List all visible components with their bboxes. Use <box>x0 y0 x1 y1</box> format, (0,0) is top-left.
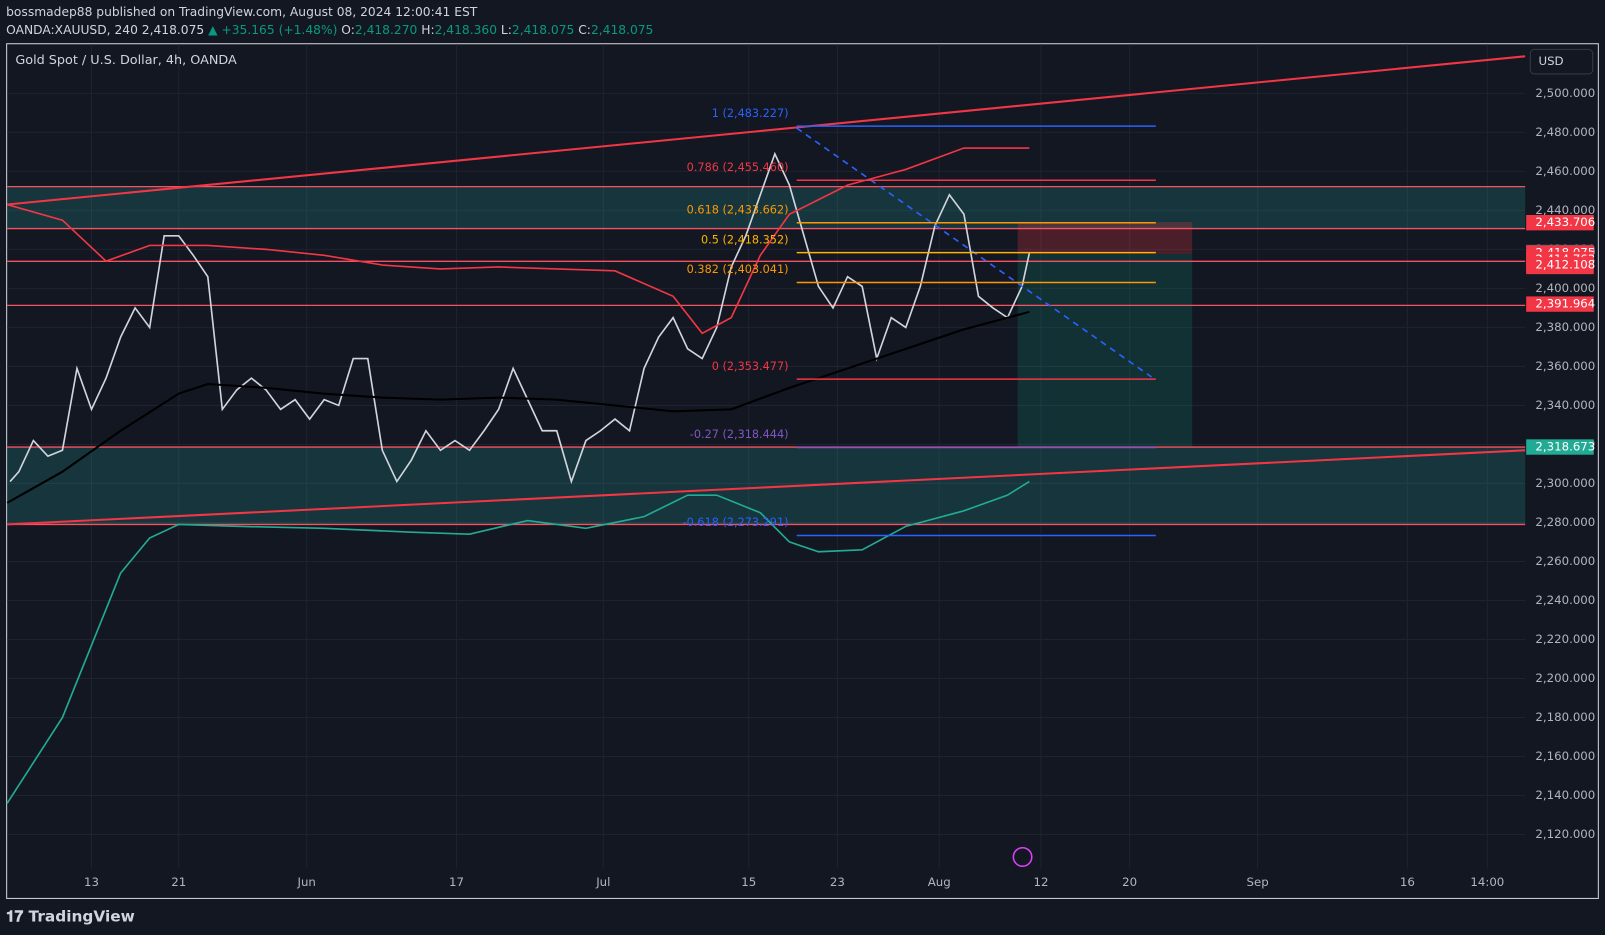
y-tick-label: 2,480.000 <box>1535 125 1595 139</box>
x-tick-label: 13 <box>84 875 99 889</box>
trend-line <box>7 449 1526 526</box>
h: 2,418.360 <box>435 22 497 36</box>
price-tag-label: 2,391.964 <box>1535 297 1595 311</box>
brand: TradingView <box>29 907 135 925</box>
x-tick-label: Aug <box>928 875 951 889</box>
arrow: ▲ <box>208 22 218 36</box>
event-icon[interactable] <box>1012 846 1033 867</box>
c: 2,418.075 <box>591 22 653 36</box>
y-tick-label: 2,120.000 <box>1535 827 1595 841</box>
price-tag <box>1526 439 1594 455</box>
y-tick-label: 2,400.000 <box>1535 281 1595 295</box>
chart-title: Gold Spot / U.S. Dollar, 4h, OANDA <box>15 53 237 68</box>
position-stop <box>1017 222 1193 255</box>
x-tick-label: Jun <box>296 875 315 889</box>
fib-label: 0 (2,353.477) <box>712 360 789 373</box>
y-tick-label: 2,300.000 <box>1535 476 1595 490</box>
fib-label: 0.382 (2,403.041) <box>687 263 789 276</box>
x-tick-label: 23 <box>830 875 845 889</box>
y-tick-label: 2,280.000 <box>1535 515 1595 529</box>
change: +35.165 (+1.48%) <box>221 22 337 36</box>
position-target <box>1017 254 1193 448</box>
fib-label: -0.27 (2,318.444) <box>690 428 789 441</box>
c-label: C: <box>578 22 591 36</box>
chart-frame <box>6 43 1599 899</box>
y-tick-label: 2,160.000 <box>1535 749 1595 763</box>
x-tick-label: 12 <box>1033 875 1048 889</box>
l: 2,418.075 <box>512 22 574 36</box>
series-line <box>6 480 1030 804</box>
y-tick-label: 2,500.000 <box>1535 86 1595 100</box>
x-tick-label: 17 <box>449 875 464 889</box>
logo: 𝟏𝟕 <box>6 907 28 925</box>
ohlc-line: OANDA:XAUUSD, 240 2,418.075 ▲ +35.165 (+… <box>6 22 653 36</box>
fib-label: 0.618 (2,433.662) <box>687 203 789 216</box>
y-tick-label: 2,380.000 <box>1535 320 1595 334</box>
y-tick-label: 2,440.000 <box>1535 203 1595 217</box>
y-tick-label: 2,260.000 <box>1535 554 1595 568</box>
x-tick-label: Jul <box>595 875 610 889</box>
currency-button[interactable] <box>1529 48 1594 75</box>
symbol: OANDA:XAUUSD, 240 <box>6 22 138 36</box>
last: 2,418.075 <box>142 22 204 36</box>
o-label: O: <box>341 22 355 36</box>
x-tick-label: 16 <box>1400 875 1415 889</box>
price-tag-label: 2,318.673 <box>1535 440 1595 454</box>
price-tag <box>1526 257 1594 273</box>
h-label: H: <box>421 22 434 36</box>
footer: 𝟏𝟕 TradingView <box>6 907 135 925</box>
price-tag-label: 2,412.108 <box>1535 257 1595 271</box>
price-tag <box>1526 296 1594 312</box>
x-tick-label: 14:00 <box>1470 875 1504 889</box>
o: 2,418.270 <box>355 22 417 36</box>
fib-label: 0.5 (2,418.352) <box>701 233 789 246</box>
y-tick-label: 2,360.000 <box>1535 359 1595 373</box>
y-tick-label: 2,220.000 <box>1535 632 1595 646</box>
series-line <box>6 310 1030 504</box>
plot: 1 (2,483.227) 0.786 (2,455.460) 0.618 (2,4… <box>6 44 1526 869</box>
zone <box>7 186 1526 229</box>
series-line <box>6 147 1030 335</box>
x-tick-label: 20 <box>1122 875 1137 889</box>
y-tick-label: 2,140.000 <box>1535 788 1595 802</box>
x-tick-label: 21 <box>171 875 186 889</box>
y-tick-label: 2,240.000 <box>1535 593 1595 607</box>
series-line <box>9 151 1031 485</box>
price-tag-label: 2,433.706 <box>1535 215 1595 229</box>
x-tick-label: 15 <box>741 875 756 889</box>
fib-label: -0.618 (2,273.291) <box>683 516 789 529</box>
y-tick-label: 2,340.000 <box>1535 398 1595 412</box>
l-label: L: <box>501 22 512 36</box>
y-tick-label: 2,200.000 <box>1535 671 1595 685</box>
y-tick-label: 2,460.000 <box>1535 164 1595 178</box>
trend-line <box>7 55 1526 206</box>
price-tag <box>1526 215 1594 231</box>
currency[interactable]: USD <box>1538 54 1563 68</box>
fib-label: 0.786 (2,455.460) <box>687 161 789 174</box>
publisher: bossmadep88 published on TradingView.com… <box>6 5 478 19</box>
y-tick-label: 2,180.000 <box>1535 710 1595 724</box>
x-tick-label: Sep <box>1247 875 1269 889</box>
fib-label: 1 (2,483.227) <box>712 107 789 120</box>
